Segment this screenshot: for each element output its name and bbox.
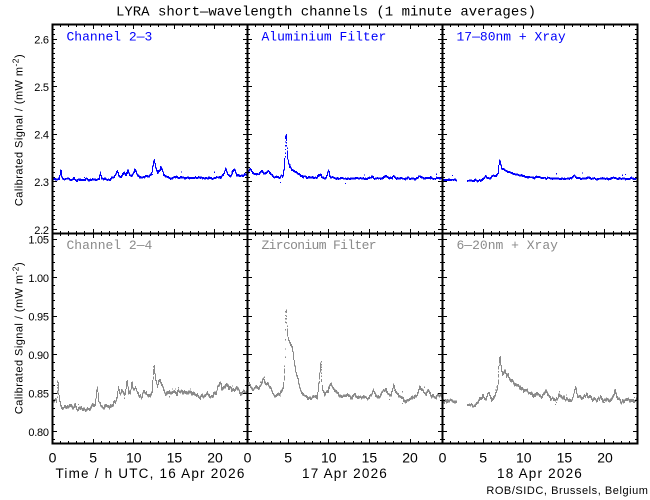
svg-text:0: 0 — [244, 450, 252, 466]
svg-text:2.4: 2.4 — [34, 130, 49, 142]
svg-text:Channel 2—4: Channel 2—4 — [67, 238, 153, 253]
svg-text:0.80: 0.80 — [28, 427, 49, 439]
svg-text:18 Apr 2026: 18 Apr 2026 — [497, 466, 583, 481]
svg-text:0.95: 0.95 — [28, 312, 49, 324]
svg-text:5: 5 — [479, 450, 487, 466]
svg-text:0: 0 — [49, 450, 57, 466]
svg-text:5: 5 — [89, 450, 97, 466]
svg-text:20: 20 — [402, 450, 418, 466]
svg-text:Aluminium Filter: Aluminium Filter — [262, 30, 387, 45]
svg-text:10: 10 — [126, 450, 142, 466]
svg-text:20: 20 — [207, 450, 223, 466]
svg-text:LYRA short—wavelength channels: LYRA short—wavelength channels (1 minute… — [116, 5, 536, 21]
svg-text:5: 5 — [284, 450, 292, 466]
svg-text:0.90: 0.90 — [28, 350, 49, 362]
svg-text:2.2: 2.2 — [34, 225, 49, 237]
svg-text:1.05: 1.05 — [28, 235, 49, 247]
svg-text:17—80nm + Xray: 17—80nm + Xray — [457, 30, 566, 45]
svg-text:ROB/SIDC, Brussels, Belgium: ROB/SIDC, Brussels, Belgium — [486, 485, 648, 497]
svg-text:Time / h UTC, 16 Apr 2026: Time / h UTC, 16 Apr 2026 — [55, 466, 245, 481]
svg-text:Zirconium Filter: Zirconium Filter — [262, 238, 376, 253]
svg-text:15: 15 — [167, 450, 183, 466]
svg-text:17 Apr 2026: 17 Apr 2026 — [302, 466, 388, 481]
svg-text:0.85: 0.85 — [28, 389, 49, 401]
svg-text:2.6: 2.6 — [34, 34, 49, 46]
svg-text:0: 0 — [439, 450, 447, 466]
svg-text:15: 15 — [362, 450, 378, 466]
svg-text:6—20nm + Xray: 6—20nm + Xray — [457, 238, 559, 253]
svg-text:1.00: 1.00 — [28, 273, 49, 285]
svg-text:20: 20 — [597, 450, 613, 466]
svg-text:2.3: 2.3 — [34, 177, 49, 189]
svg-text:15: 15 — [557, 450, 573, 466]
svg-text:Channel 2—3: Channel 2—3 — [67, 30, 153, 45]
svg-text:10: 10 — [516, 450, 532, 466]
svg-text:Calibrated Signal / (mW m-2): Calibrated Signal / (mW m-2) — [11, 262, 26, 414]
svg-text:10: 10 — [321, 450, 337, 466]
svg-text:Calibrated Signal / (mW m-2): Calibrated Signal / (mW m-2) — [11, 54, 26, 206]
svg-text:2.5: 2.5 — [34, 82, 49, 94]
